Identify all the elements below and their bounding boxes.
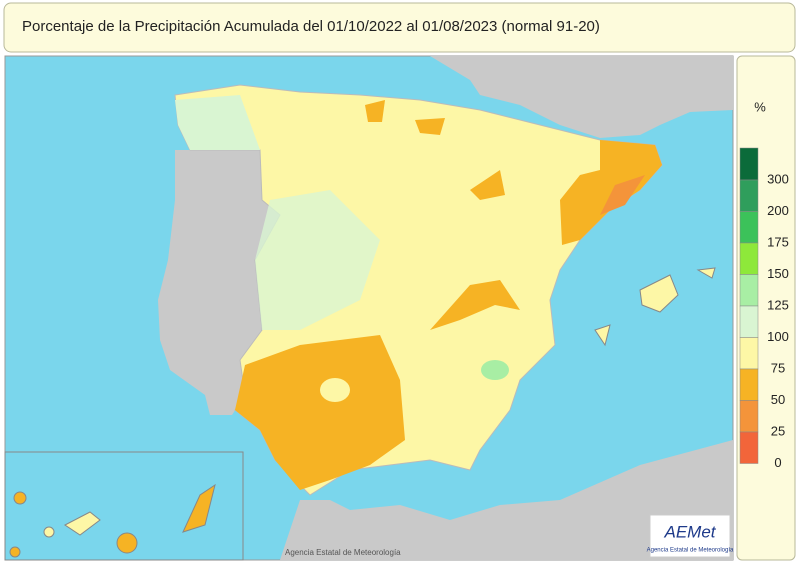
- credit: Agencia Estatal de Meteorología: [285, 548, 401, 557]
- legend-label: 0: [774, 455, 781, 470]
- france: [430, 56, 733, 138]
- dry-patch: [470, 170, 505, 200]
- patch: [320, 378, 350, 402]
- legend-swatch: [739, 211, 759, 244]
- logo: AEMet: [663, 522, 716, 541]
- wet-northwest: [175, 95, 260, 150]
- legend-unit: %: [754, 99, 766, 114]
- legend-label: 200: [767, 203, 789, 218]
- ibiza: [594, 324, 611, 347]
- map: Agencia Estatal de Meteorología AEMet Ag…: [4, 55, 734, 561]
- mallorca: [639, 274, 679, 313]
- very-dry: [600, 175, 645, 215]
- island: [13, 491, 27, 505]
- legend-label: 125: [767, 297, 789, 312]
- dry-patch: [365, 100, 385, 122]
- island: [182, 483, 216, 533]
- legend: % 300 200 175 150 125 100 75 50 25 0: [736, 55, 796, 561]
- island: [64, 511, 101, 536]
- dry-band: [430, 280, 520, 330]
- menorca: [696, 267, 716, 279]
- legend-label: 150: [767, 266, 789, 281]
- legend-swatch: [739, 274, 759, 307]
- legend-label: 50: [771, 392, 785, 407]
- legend-label: 75: [771, 360, 785, 375]
- logo-box: [649, 514, 731, 558]
- title-box: [3, 2, 796, 53]
- dry-south: [235, 335, 405, 490]
- canary-inset: [4, 451, 244, 561]
- legend-label: 100: [767, 329, 789, 344]
- legend-swatch: [739, 305, 759, 338]
- legend-swatch: [739, 431, 759, 464]
- island: [43, 526, 55, 538]
- title: Porcentaje de la Precipitación Acumulada…: [22, 18, 600, 35]
- island: [9, 546, 21, 558]
- legend-label: 175: [767, 234, 789, 249]
- legend-swatch: [739, 400, 759, 433]
- legend-swatch: [739, 147, 759, 181]
- legend-swatch: [739, 179, 759, 212]
- dry-catalonia: [560, 140, 662, 245]
- africa: [280, 440, 733, 560]
- legend-swatch: [739, 242, 759, 275]
- wet-west: [255, 190, 380, 330]
- dry-patch: [415, 118, 445, 135]
- legend-swatch: [739, 368, 759, 401]
- legend-swatch: [739, 337, 759, 370]
- logo-subtitle: Agencia Estatal de Meteorología: [647, 548, 734, 554]
- legend-label: 25: [771, 423, 785, 438]
- wet-patch: [481, 360, 509, 380]
- island: [116, 532, 138, 554]
- legend-label: 300: [767, 171, 789, 186]
- portugal: [158, 150, 280, 415]
